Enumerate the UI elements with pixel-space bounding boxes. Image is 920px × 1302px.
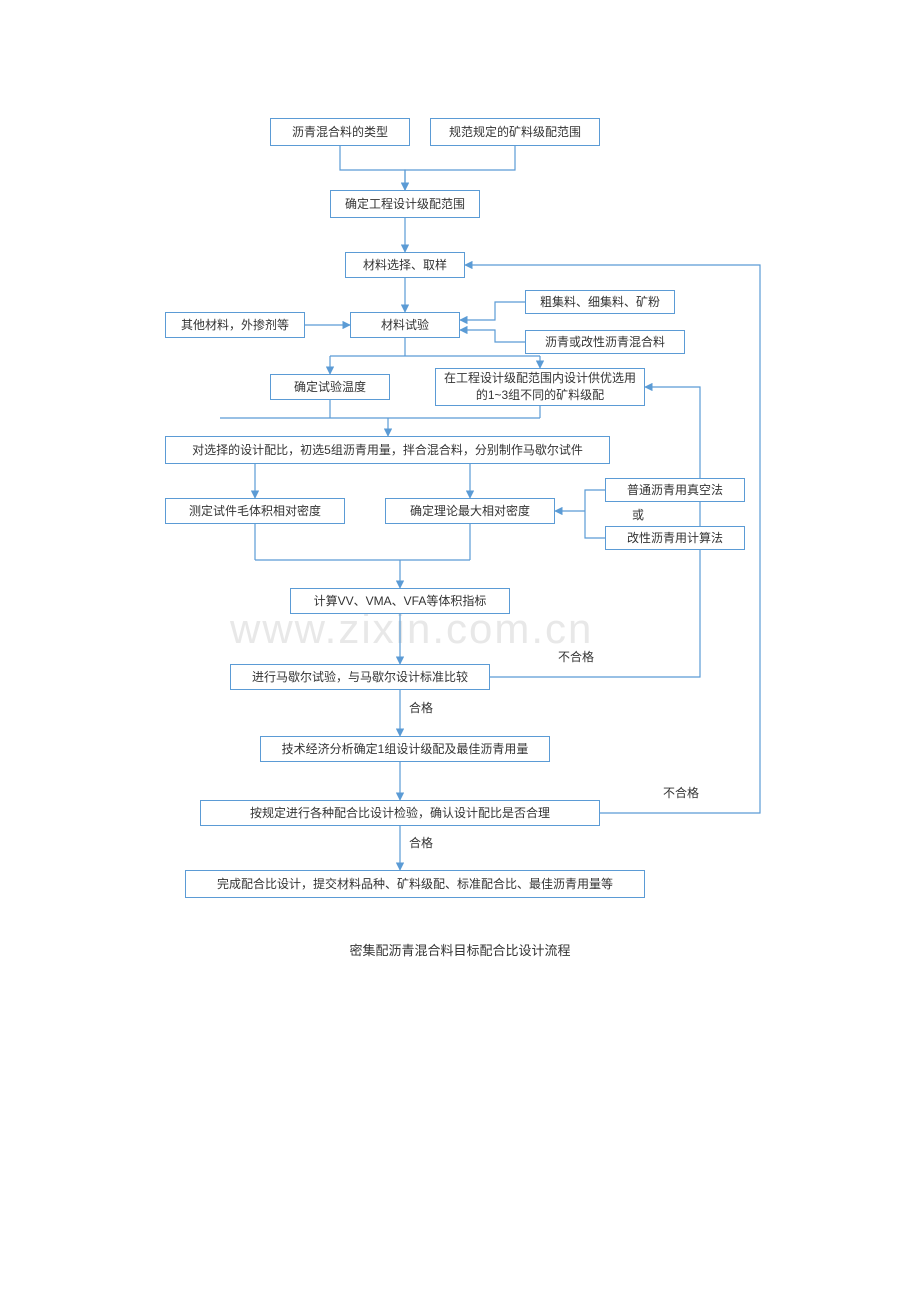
node-verify: 按规定进行各种配合比设计检验，确认设计配比是否合理 — [200, 800, 600, 826]
edge-label-pass-1: 合格 — [409, 699, 433, 716]
node-complete: 完成配合比设计，提交材料品种、矿料级配、标准配合比、最佳沥青用量等 — [185, 870, 645, 898]
node-vacuum-method: 普通沥青用真空法 — [605, 478, 745, 502]
node-label: 其他材料，外掺剂等 — [181, 317, 289, 334]
node-label: 按规定进行各种配合比设计检验，确认设计配比是否合理 — [250, 805, 550, 822]
node-material-test: 材料试验 — [350, 312, 460, 338]
node-label: 测定试件毛体积相对密度 — [189, 503, 321, 520]
node-label: 确定试验温度 — [294, 379, 366, 396]
node-marshall-specimen: 对选择的设计配比，初选5组沥青用量，拌合混合料，分别制作马歇尔试件 — [165, 436, 610, 464]
node-test-temp: 确定试验温度 — [270, 374, 390, 400]
node-label: 进行马歇尔试验，与马歇尔设计标准比较 — [252, 669, 468, 686]
node-other-material: 其他材料，外掺剂等 — [165, 312, 305, 338]
node-label: 在工程设计级配范围内设计供优选用的1~3组不同的矿料级配 — [444, 370, 636, 404]
node-label: 对选择的设计配比，初选5组沥青用量，拌合混合料，分别制作马歇尔试件 — [192, 442, 583, 459]
node-asphalt-type: 沥青混合料的类型 — [270, 118, 410, 146]
node-spec-range: 规范规定的矿料级配范围 — [430, 118, 600, 146]
node-label: 普通沥青用真空法 — [627, 482, 723, 499]
node-volume-index: 计算VV、VMA、VFA等体积指标 — [290, 588, 510, 614]
node-bulk-density: 测定试件毛体积相对密度 — [165, 498, 345, 524]
node-aggregate: 粗集料、细集料、矿粉 — [525, 290, 675, 314]
node-label: 完成配合比设计，提交材料品种、矿料级配、标准配合比、最佳沥青用量等 — [217, 876, 613, 893]
edge-label-fail-2: 不合格 — [663, 784, 699, 801]
node-label: 粗集料、细集料、矿粉 — [540, 294, 660, 311]
node-calc-method: 改性沥青用计算法 — [605, 526, 745, 550]
edge-label-fail-1: 不合格 — [558, 648, 594, 665]
node-label: 沥青或改性沥青混合料 — [545, 334, 665, 351]
node-label: 材料试验 — [381, 317, 429, 334]
node-marshall-compare: 进行马歇尔试验，与马歇尔设计标准比较 — [230, 664, 490, 690]
node-max-density: 确定理论最大相对密度 — [385, 498, 555, 524]
node-label: 沥青混合料的类型 — [292, 124, 388, 141]
node-label: 材料选择、取样 — [363, 257, 447, 274]
node-label: 确定工程设计级配范围 — [345, 196, 465, 213]
node-label: 计算VV、VMA、VFA等体积指标 — [314, 593, 487, 610]
node-design-range: 确定工程设计级配范围 — [330, 190, 480, 218]
node-asphalt-mod: 沥青或改性沥青混合料 — [525, 330, 685, 354]
node-label: 规范规定的矿料级配范围 — [449, 124, 581, 141]
node-label: 技术经济分析确定1组设计级配及最佳沥青用量 — [282, 741, 529, 758]
node-design-groups: 在工程设计级配范围内设计供优选用的1~3组不同的矿料级配 — [435, 368, 645, 406]
node-material-select: 材料选择、取样 — [345, 252, 465, 278]
node-label: 确定理论最大相对密度 — [410, 503, 530, 520]
flowchart-caption: 密集配沥青混合料目标配合比设计流程 — [310, 940, 610, 959]
edge-label-pass-2: 合格 — [409, 834, 433, 851]
node-tech-econ: 技术经济分析确定1组设计级配及最佳沥青用量 — [260, 736, 550, 762]
node-label: 改性沥青用计算法 — [627, 530, 723, 547]
edge-label-or: 或 — [632, 506, 644, 523]
